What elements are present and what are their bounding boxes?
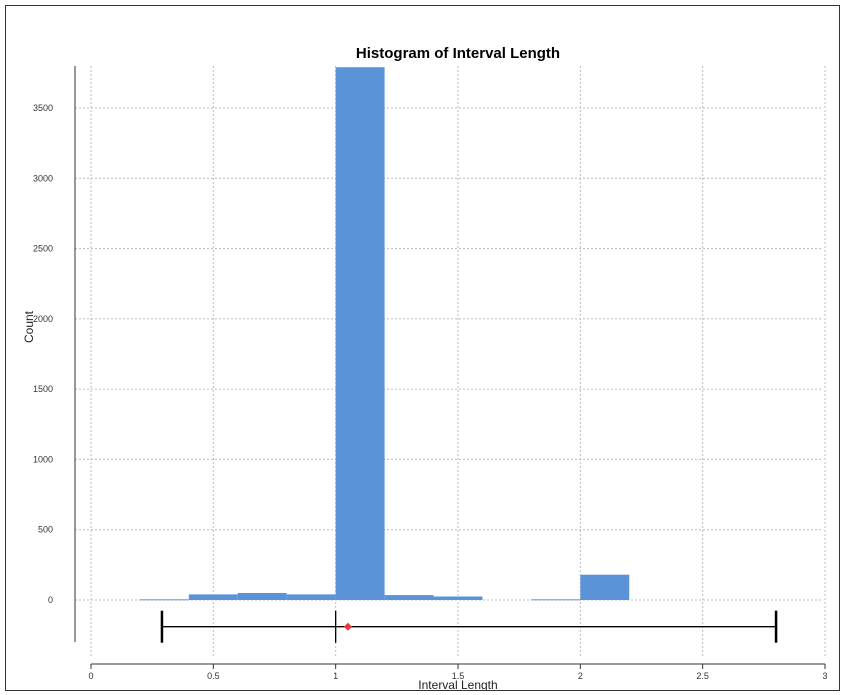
chart-frame: Histogram of Interval Length 0 500 1000 150… bbox=[5, 5, 840, 692]
y-tick-label: 1500 bbox=[33, 384, 53, 394]
histogram-bar bbox=[237, 592, 287, 600]
histogram-bar bbox=[188, 594, 238, 600]
histogram-bar bbox=[286, 594, 336, 600]
chart-title: Histogram of Interval Length bbox=[356, 45, 560, 62]
x-tick-label: 3 bbox=[822, 671, 827, 681]
grid-layer bbox=[75, 66, 826, 658]
summary-marker-layer bbox=[160, 610, 778, 643]
y-tick-label: 3000 bbox=[33, 173, 53, 183]
x-tick-label: 0 bbox=[88, 671, 93, 681]
x-tick-label: 1 bbox=[333, 671, 338, 681]
y-tick-label: 0 bbox=[48, 595, 53, 605]
y-tick-label: 2000 bbox=[33, 314, 53, 324]
y-tick-label: 2500 bbox=[33, 244, 53, 254]
histogram-bar bbox=[433, 596, 483, 600]
y-tick-label: 500 bbox=[38, 525, 53, 535]
axes-layer: 0 500 1000 1500 2000 2500 3000 3500 0 0.5 1 1.5 2 2.5… bbox=[33, 66, 828, 681]
y-tick-label: 1000 bbox=[33, 454, 53, 464]
y-axis-label: Count bbox=[22, 310, 36, 343]
x-tick-label: 0.5 bbox=[207, 671, 220, 681]
histogram-bar bbox=[580, 574, 630, 600]
histogram-chart: Histogram of Interval Length 0 500 1000 150… bbox=[22, 45, 828, 692]
histogram-bar bbox=[335, 67, 385, 601]
y-tick-label: 3500 bbox=[33, 103, 53, 113]
mean-diamond bbox=[343, 622, 352, 631]
bars-layer bbox=[139, 67, 630, 601]
x-tick-label: 2.5 bbox=[696, 671, 709, 681]
x-tick-label: 1.5 bbox=[452, 671, 465, 681]
histogram-bar bbox=[384, 595, 434, 600]
histogram-bar bbox=[139, 599, 189, 601]
x-tick-label: 2 bbox=[578, 671, 583, 681]
x-axis-label: Interval Length bbox=[418, 678, 497, 690]
histogram-bar bbox=[531, 599, 581, 601]
